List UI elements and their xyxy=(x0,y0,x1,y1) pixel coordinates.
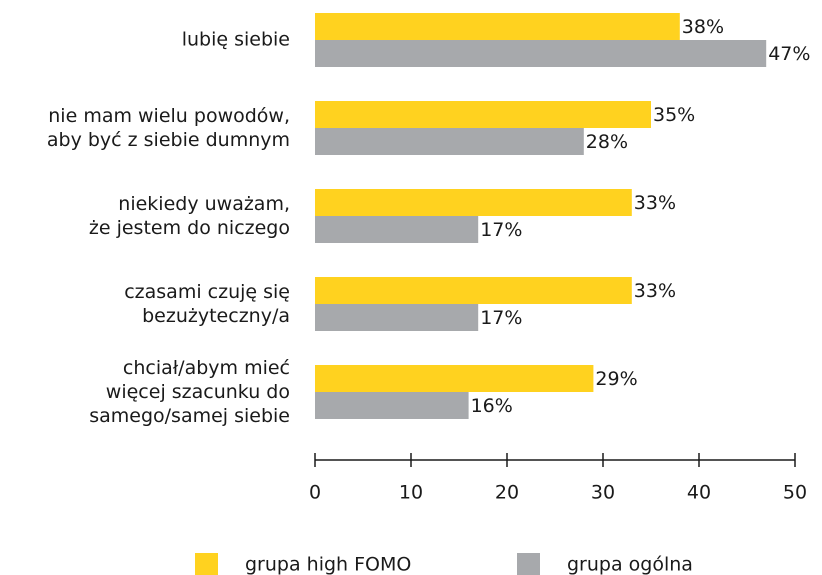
value-label: 33% xyxy=(634,192,676,214)
x-tick-label: 10 xyxy=(399,482,423,504)
bar xyxy=(315,189,632,216)
x-tick-label: 50 xyxy=(783,482,807,504)
category-label: niekiedy uważam, że jestem do niczego xyxy=(89,193,290,239)
value-label: 33% xyxy=(634,280,676,302)
legend-label: grupa high FOMO xyxy=(245,554,411,575)
bar xyxy=(315,216,479,243)
value-label: 17% xyxy=(480,219,522,241)
legend-swatch xyxy=(195,553,218,575)
x-tick-label: 20 xyxy=(495,482,519,504)
value-label: 16% xyxy=(471,395,513,417)
bar xyxy=(315,13,680,40)
x-tick-label: 30 xyxy=(591,482,615,504)
category-label: lubię siebie xyxy=(182,29,290,51)
category-label: czasami czuję się bezużyteczny/a xyxy=(124,281,290,327)
bar xyxy=(315,304,479,331)
value-label: 35% xyxy=(653,104,695,126)
bar xyxy=(315,277,632,304)
legend-label: grupa ogólna xyxy=(567,554,693,575)
bar xyxy=(315,365,594,392)
bar xyxy=(315,392,469,419)
value-label: 47% xyxy=(768,43,810,65)
value-label: 17% xyxy=(480,307,522,329)
legend-swatch xyxy=(517,553,540,575)
bar xyxy=(315,40,767,67)
value-label: 29% xyxy=(595,368,637,390)
bar xyxy=(315,101,651,128)
value-label: 38% xyxy=(682,16,724,38)
x-tick-label: 40 xyxy=(687,482,711,504)
category-label: nie mam wielu powodów, aby być z siebie d… xyxy=(47,105,290,151)
category-label: chciał/abym mieć więcej szacunku do samego… xyxy=(89,357,290,427)
x-tick-label: 0 xyxy=(309,482,321,504)
bar xyxy=(315,128,584,155)
value-label: 28% xyxy=(586,131,628,153)
